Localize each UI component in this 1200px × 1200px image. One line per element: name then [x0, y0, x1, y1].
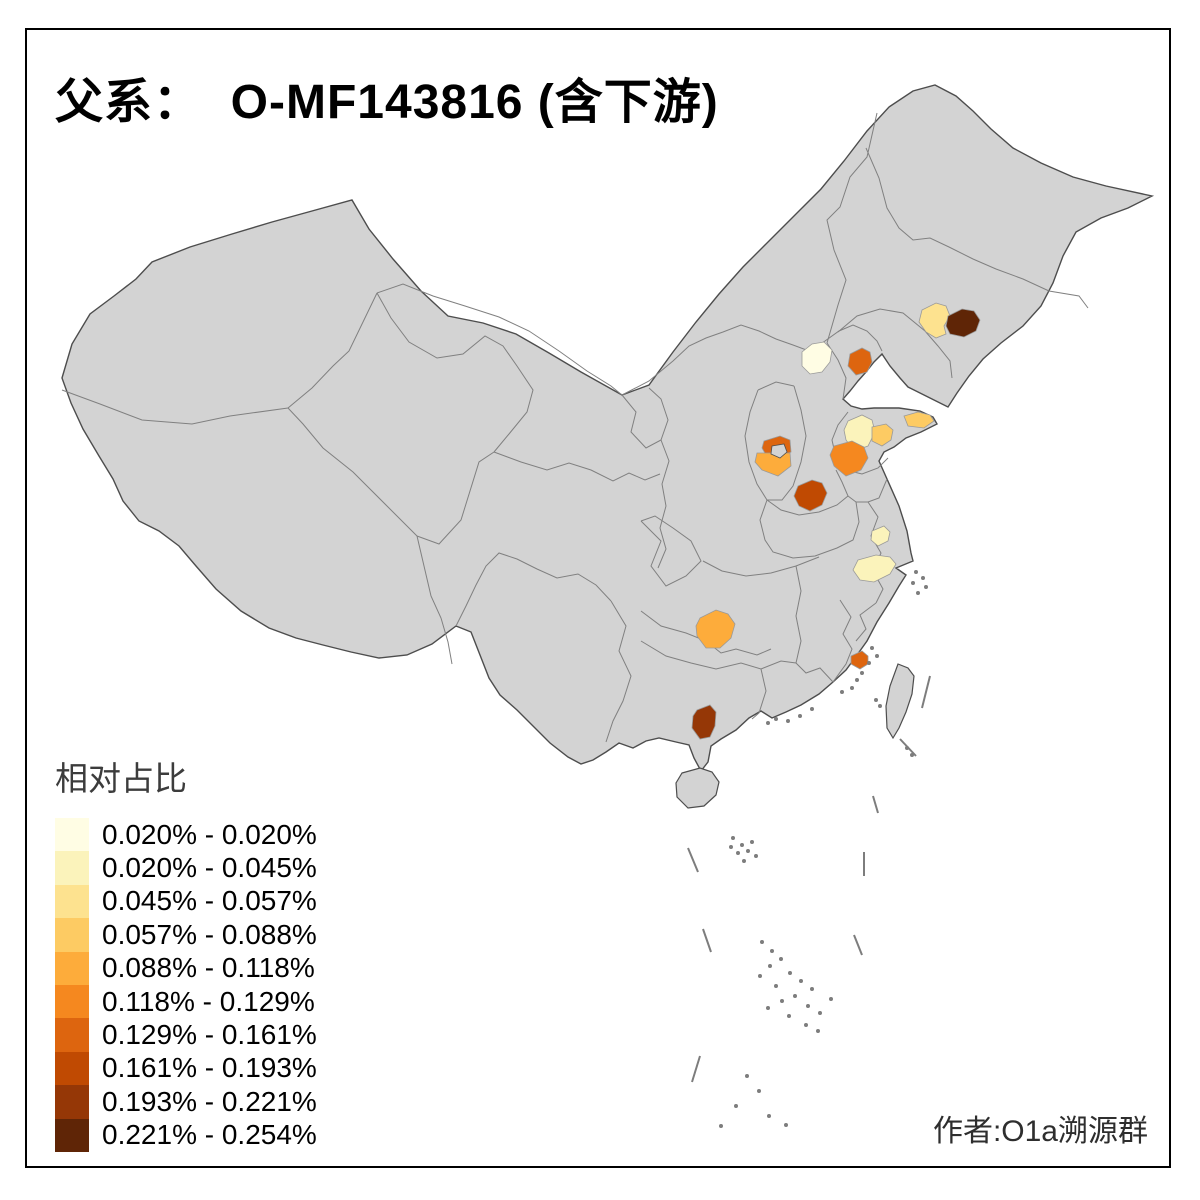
- colored-regions: [691, 302, 981, 740]
- region-beijing: [801, 341, 833, 375]
- region-shandong-c: [871, 423, 894, 447]
- legend-label: 0.193% - 0.221%: [102, 1085, 317, 1117]
- legend: 相对占比 0.020% - 0.020% 0.020% - 0.045% 0.0…: [55, 752, 317, 1152]
- legend-item: 0.129% - 0.161%: [55, 1018, 317, 1052]
- legend-title: 相对占比: [55, 760, 187, 797]
- legend-label: 0.118% - 0.129%: [102, 985, 315, 1017]
- region-shanxi-hole: [770, 443, 788, 459]
- region-zhejiang-nw: [852, 554, 897, 583]
- legend-items: 0.020% - 0.020% 0.020% - 0.045% 0.045% -…: [55, 818, 317, 1152]
- legend-swatch: [55, 1118, 89, 1152]
- legend-label: 0.020% - 0.020%: [102, 818, 317, 850]
- legend-item: 0.118% - 0.129%: [55, 984, 317, 1019]
- legend-item: 0.020% - 0.045%: [55, 851, 317, 885]
- mainland-china-shape: [61, 84, 1155, 773]
- legend-item: 0.057% - 0.088%: [55, 918, 317, 952]
- legend-swatch: [55, 1051, 89, 1086]
- region-shandong-sw: [829, 440, 869, 477]
- region-hebei-east: [847, 347, 873, 376]
- sea-islands: [687, 570, 931, 1128]
- taiwan-island-shape: [885, 663, 915, 740]
- region-anhui-e: [870, 525, 891, 547]
- legend-label: 0.088% - 0.118%: [102, 952, 315, 984]
- region-ne-east: [945, 308, 981, 338]
- legend-label: 0.020% - 0.045%: [102, 852, 317, 884]
- legend-swatch: [55, 818, 89, 852]
- map-title: 父系： O-MF143816 (含下游): [55, 76, 719, 129]
- legend-swatch: [55, 951, 89, 985]
- legend-item: 0.045% - 0.057%: [55, 884, 317, 919]
- region-shanxi-s: [754, 452, 792, 477]
- legend-swatch: [55, 984, 89, 1019]
- attribution: 作者:O1a溯源群: [932, 1115, 1148, 1148]
- legend-label: 0.045% - 0.057%: [102, 885, 317, 917]
- region-shandong-e: [903, 411, 935, 429]
- province-borders: [61, 112, 1089, 743]
- region-ne-west: [918, 302, 951, 339]
- region-hunan-w: [695, 609, 736, 649]
- region-guangxi-s: [691, 704, 717, 740]
- legend-swatch: [55, 851, 89, 885]
- legend-swatch: [55, 884, 89, 919]
- hainan-island-shape: [675, 767, 720, 809]
- region-henan-c: [793, 479, 828, 512]
- legend-label: 0.221% - 0.254%: [102, 1119, 317, 1151]
- legend-item: 0.088% - 0.118%: [55, 951, 317, 985]
- legend-label: 0.057% - 0.088%: [102, 918, 317, 950]
- legend-item: 0.193% - 0.221%: [55, 1085, 317, 1119]
- legend-item: 0.020% - 0.020%: [55, 818, 317, 852]
- legend-label: 0.129% - 0.161%: [102, 1019, 317, 1051]
- legend-swatch: [55, 918, 89, 952]
- legend-label: 0.161% - 0.193%: [102, 1052, 317, 1084]
- legend-item: 0.221% - 0.254%: [55, 1118, 317, 1152]
- legend-swatch: [55, 1085, 89, 1119]
- legend-swatch: [55, 1018, 89, 1052]
- legend-item: 0.161% - 0.193%: [55, 1051, 317, 1086]
